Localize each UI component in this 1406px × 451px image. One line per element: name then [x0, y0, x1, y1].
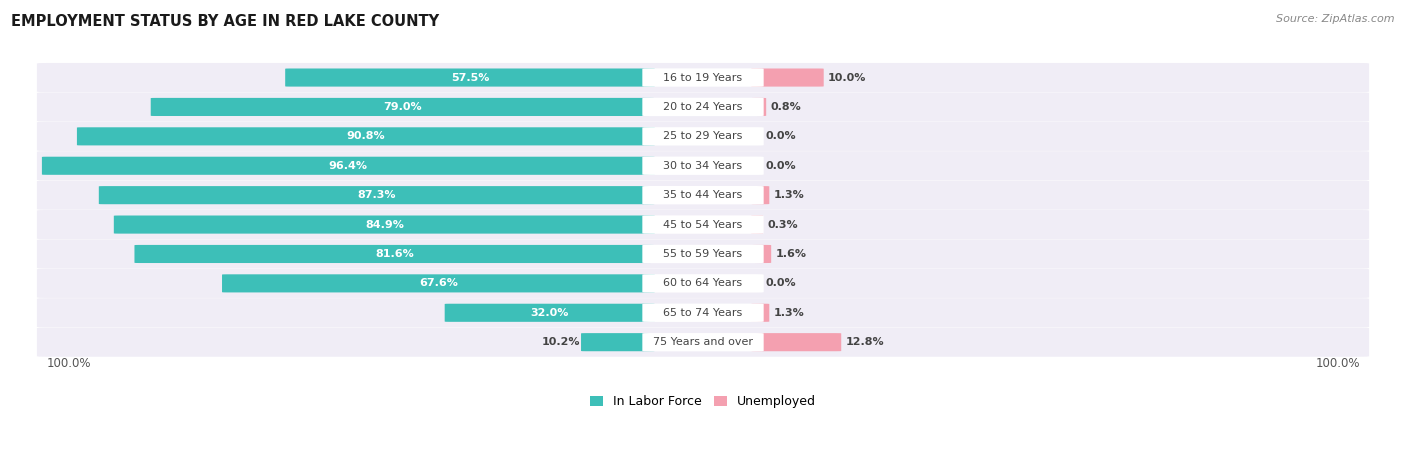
FancyBboxPatch shape [643, 274, 763, 293]
FancyBboxPatch shape [37, 269, 1369, 298]
FancyBboxPatch shape [37, 63, 1369, 92]
FancyBboxPatch shape [37, 122, 1369, 151]
Text: 84.9%: 84.9% [366, 220, 404, 230]
FancyBboxPatch shape [285, 69, 655, 87]
FancyBboxPatch shape [751, 304, 769, 322]
Text: 35 to 44 Years: 35 to 44 Years [664, 190, 742, 200]
Text: 96.4%: 96.4% [329, 161, 368, 171]
FancyBboxPatch shape [751, 245, 770, 263]
Text: 25 to 29 Years: 25 to 29 Years [664, 131, 742, 141]
Text: Source: ZipAtlas.com: Source: ZipAtlas.com [1277, 14, 1395, 23]
Text: EMPLOYMENT STATUS BY AGE IN RED LAKE COUNTY: EMPLOYMENT STATUS BY AGE IN RED LAKE COU… [11, 14, 439, 28]
Text: 1.6%: 1.6% [776, 249, 807, 259]
FancyBboxPatch shape [37, 92, 1369, 121]
FancyBboxPatch shape [643, 127, 763, 146]
Text: 20 to 24 Years: 20 to 24 Years [664, 102, 742, 112]
FancyBboxPatch shape [751, 186, 769, 204]
FancyBboxPatch shape [643, 186, 763, 204]
Text: 0.0%: 0.0% [765, 131, 796, 141]
Text: 87.3%: 87.3% [357, 190, 396, 200]
Text: 10.0%: 10.0% [828, 73, 866, 83]
Text: 0.0%: 0.0% [765, 278, 796, 288]
FancyBboxPatch shape [37, 327, 1369, 357]
Text: 30 to 34 Years: 30 to 34 Years [664, 161, 742, 171]
FancyBboxPatch shape [643, 98, 763, 116]
Legend: In Labor Force, Unemployed: In Labor Force, Unemployed [585, 390, 821, 413]
FancyBboxPatch shape [581, 333, 655, 351]
Text: 16 to 19 Years: 16 to 19 Years [664, 73, 742, 83]
Text: 55 to 59 Years: 55 to 59 Years [664, 249, 742, 259]
Text: 100.0%: 100.0% [46, 357, 91, 370]
Text: 1.3%: 1.3% [773, 190, 804, 200]
Text: 65 to 74 Years: 65 to 74 Years [664, 308, 742, 318]
FancyBboxPatch shape [643, 333, 763, 351]
FancyBboxPatch shape [135, 245, 655, 263]
Text: 10.2%: 10.2% [541, 337, 579, 347]
FancyBboxPatch shape [37, 298, 1369, 327]
Text: 0.8%: 0.8% [770, 102, 801, 112]
Text: 1.3%: 1.3% [773, 308, 804, 318]
FancyBboxPatch shape [150, 98, 655, 116]
FancyBboxPatch shape [643, 304, 763, 322]
FancyBboxPatch shape [37, 210, 1369, 239]
FancyBboxPatch shape [42, 156, 655, 175]
FancyBboxPatch shape [751, 333, 841, 351]
Text: 32.0%: 32.0% [530, 308, 569, 318]
Text: 81.6%: 81.6% [375, 249, 413, 259]
FancyBboxPatch shape [643, 156, 763, 175]
Text: 90.8%: 90.8% [346, 131, 385, 141]
Text: 75 Years and over: 75 Years and over [652, 337, 754, 347]
FancyBboxPatch shape [37, 180, 1369, 210]
Text: 100.0%: 100.0% [1315, 357, 1360, 370]
FancyBboxPatch shape [751, 98, 766, 116]
Text: 0.3%: 0.3% [768, 220, 799, 230]
Text: 45 to 54 Years: 45 to 54 Years [664, 220, 742, 230]
Text: 60 to 64 Years: 60 to 64 Years [664, 278, 742, 288]
FancyBboxPatch shape [77, 127, 655, 145]
Text: 79.0%: 79.0% [384, 102, 422, 112]
FancyBboxPatch shape [37, 151, 1369, 180]
FancyBboxPatch shape [751, 216, 763, 234]
Text: 57.5%: 57.5% [451, 73, 489, 83]
FancyBboxPatch shape [643, 216, 763, 234]
FancyBboxPatch shape [222, 274, 655, 292]
FancyBboxPatch shape [444, 304, 655, 322]
FancyBboxPatch shape [751, 69, 824, 87]
FancyBboxPatch shape [114, 216, 655, 234]
Text: 12.8%: 12.8% [845, 337, 884, 347]
FancyBboxPatch shape [643, 69, 763, 87]
FancyBboxPatch shape [643, 245, 763, 263]
Text: 0.0%: 0.0% [765, 161, 796, 171]
FancyBboxPatch shape [98, 186, 655, 204]
Text: 67.6%: 67.6% [419, 278, 458, 288]
FancyBboxPatch shape [37, 239, 1369, 268]
